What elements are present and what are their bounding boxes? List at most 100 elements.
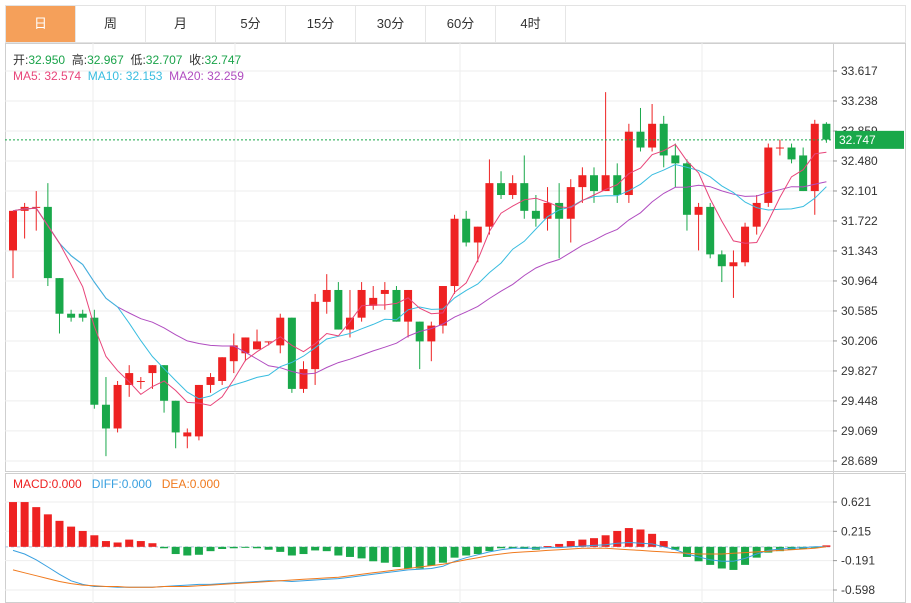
macd-bar [659,541,668,547]
ma5-value: 32.574 [44,69,82,83]
macd-tick-label: 0.215 [841,524,871,538]
candle-body [520,183,529,211]
tab-1[interactable]: 周 [76,6,146,42]
low-label: 低: [130,53,146,67]
candle-body [555,202,564,219]
candle-body [787,147,796,160]
macd-bar [264,546,273,550]
tab-0[interactable]: 日 [6,6,76,42]
macd-bar [253,546,262,549]
candle-body [101,404,110,429]
macd-bar [334,546,343,556]
ma20-value: 32.259 [207,69,244,83]
y-tick-label: 28.689 [841,454,878,468]
y-tick-label: 33.617 [841,64,878,78]
macd-bar [404,546,413,569]
ma10-value: 32.153 [125,69,163,83]
macd-bar [415,546,424,569]
ma10-line [12,163,827,400]
dea-label: DEA: [161,477,190,491]
open-value: 32.950 [28,53,66,67]
high-value: 32.967 [87,53,124,67]
dea-line [12,546,827,588]
candle-body [659,123,668,156]
macd-bar [369,546,378,562]
candle-body [450,218,459,287]
candle-body [392,289,401,322]
ohlc-legend: 开:32.950 高:32.967 低:32.707 收:32.747 [13,51,241,68]
macd-bar [392,546,401,568]
candle-body [717,254,726,267]
candle-body [752,202,761,227]
candle-body [427,325,436,342]
macd-bar [485,546,494,552]
dea-value: 0.000 [189,477,220,491]
candle-body [32,206,41,208]
candle-body [322,289,331,302]
y-tick-label: 31.722 [841,214,878,228]
macd-bar [613,530,622,547]
macd-legend: MACD:0.000 DIFF:0.000 DEA:0.000 [13,477,220,491]
candle-body [729,262,738,267]
candle-body [497,183,506,196]
macd-bar [218,546,227,549]
candle-body [694,206,703,215]
macd-tick-label: -0.191 [841,554,875,568]
candle-body [345,317,354,330]
candle-body [380,289,389,294]
tab-6[interactable]: 60分 [426,6,496,42]
diff-label: DIFF: [91,477,122,491]
candle-body [171,400,180,433]
macd-bar [706,546,715,565]
tab-3[interactable]: 5分 [216,6,286,42]
macd-value: 0.000 [51,477,82,491]
candle-body [287,317,296,389]
candle-body [485,183,494,227]
diff-value: 0.000 [121,477,152,491]
candle-body [241,337,250,354]
y-tick-label: 30.206 [841,334,878,348]
main-panel-border [5,43,906,472]
macd-bar [555,543,564,547]
macd-bar [462,546,471,556]
candle-body [113,384,122,429]
macd-bar [345,546,354,557]
macd-bar [357,546,366,559]
macd-bar [171,546,180,555]
candle-body [671,155,680,164]
open-label: 开: [13,53,29,67]
y-tick-label: 32.101 [841,184,878,198]
candle-body [194,384,203,437]
candlestick-chart: 33.61733.23832.85932.48032.10131.72231.3… [5,43,906,603]
macd-bar [590,538,598,547]
macd-bar [160,546,169,549]
tab-4[interactable]: 15分 [286,6,356,42]
macd-bar [566,541,575,547]
macd-bar [183,546,192,556]
macd-bar [206,546,215,552]
candle-body [764,147,773,203]
candle-body [682,163,691,215]
candle-body [136,380,145,382]
macd-bar [624,528,633,547]
macd-bar [450,546,459,558]
candle-body [822,123,831,140]
macd-bar [497,546,506,549]
candle-body [264,341,273,343]
close-value: 32.747 [204,53,242,67]
high-label: 高: [71,53,88,67]
candle-body [601,175,610,192]
candle-body [9,210,17,251]
candle-body [253,341,262,350]
chart-area: 33.61733.23832.85932.48032.10131.72231.3… [5,43,906,603]
ma-legend: MA5: 32.574 MA10: 32.153 MA20: 32.259 [13,69,244,83]
tab-7[interactable]: 4时 [496,6,566,42]
tab-5[interactable]: 30分 [356,6,426,42]
macd-bar [32,507,41,547]
macd-bar [78,530,87,547]
macd-bar [241,546,250,548]
candle-body [741,226,750,263]
candle-body [648,123,657,148]
candle-body [404,289,413,322]
tab-2[interactable]: 月 [146,6,216,42]
